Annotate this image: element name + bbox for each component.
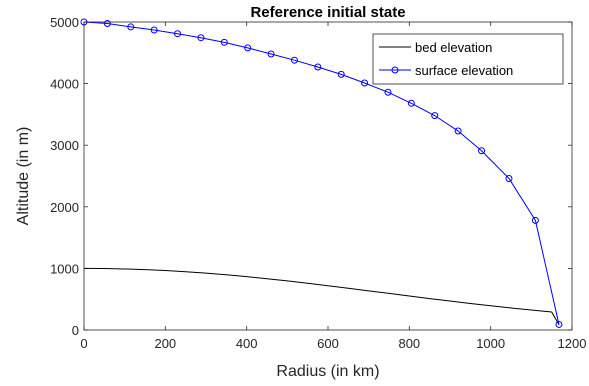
x-axis-label: Radius (in km) bbox=[276, 363, 379, 380]
legend-label-bed: bed elevation bbox=[415, 40, 492, 55]
surface-elevation-point bbox=[361, 79, 369, 87]
surface-elevation-point bbox=[314, 63, 322, 71]
y-tick-label: 2000 bbox=[50, 200, 79, 215]
x-tick-label: 600 bbox=[317, 336, 339, 351]
surface-elevation-point bbox=[150, 26, 158, 34]
y-tick-label: 4000 bbox=[50, 77, 79, 92]
surface-elevation-point bbox=[555, 320, 563, 328]
legend-box bbox=[372, 33, 564, 85]
surface-elevation-point bbox=[505, 174, 513, 182]
legend-label-surface: surface elevation bbox=[415, 63, 513, 78]
series-line-bed-elevation bbox=[83, 267, 560, 326]
surface-elevation-point bbox=[337, 70, 345, 78]
surface-elevation-point bbox=[220, 38, 228, 46]
tick-labels: 0 200 400 600 800 1000 1200 0 1000 2000 3000 4000 50… bbox=[50, 15, 586, 351]
y-tick-label: 3000 bbox=[50, 138, 79, 153]
y-axis-label: Altitude (in m) bbox=[15, 127, 32, 226]
surface-elevation-point bbox=[407, 99, 415, 107]
x-tick-label: 200 bbox=[154, 336, 176, 351]
surface-elevation-point bbox=[244, 44, 252, 52]
surface-elevation-point bbox=[174, 30, 182, 38]
legend: bed elevation surface elevation bbox=[372, 33, 564, 85]
x-tick-label: 0 bbox=[80, 336, 87, 351]
x-tick-label: 1200 bbox=[558, 336, 587, 351]
x-tick-label: 400 bbox=[236, 336, 258, 351]
surface-elevation-point bbox=[127, 23, 135, 31]
surface-elevation-point bbox=[103, 20, 111, 28]
legend-marker-surface bbox=[391, 66, 399, 74]
surface-elevation-point bbox=[197, 34, 205, 42]
y-tick-label: 0 bbox=[72, 323, 79, 338]
surface-elevation-point bbox=[478, 147, 486, 155]
surface-elevation-point bbox=[454, 127, 462, 135]
y-tick-label: 1000 bbox=[50, 261, 79, 276]
x-tick-label: 800 bbox=[398, 336, 420, 351]
chart-title: Reference initial state bbox=[250, 4, 405, 21]
plot-frame bbox=[83, 21, 573, 331]
surface-elevation-point bbox=[384, 88, 392, 96]
series-layer bbox=[80, 18, 563, 328]
surface-elevation-point bbox=[290, 56, 298, 64]
surface-elevation-point bbox=[531, 216, 539, 224]
surface-elevation-point bbox=[431, 112, 439, 120]
series-line-surface-elevation bbox=[83, 21, 560, 325]
y-tick-label: 5000 bbox=[50, 15, 79, 30]
surface-elevation-point bbox=[267, 50, 275, 58]
x-tick-label: 1000 bbox=[476, 336, 505, 351]
